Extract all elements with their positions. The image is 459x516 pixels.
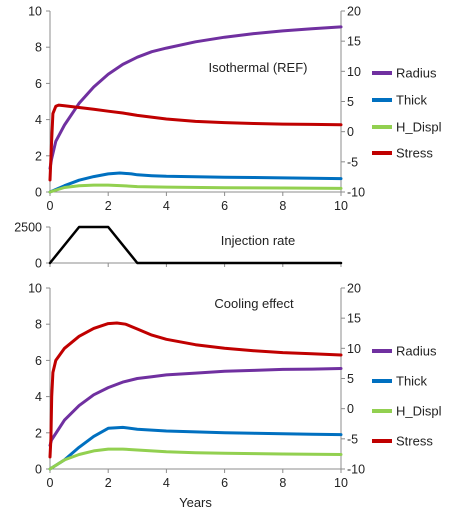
series-line-line — [48, 225, 343, 265]
series-stress-line — [48, 103, 343, 182]
legend: Radius Thick H_Displ Stress — [372, 66, 442, 161]
legend-label: Stress — [396, 146, 433, 161]
x-tick-label: 10 — [334, 476, 348, 490]
series-h-displ-line — [48, 183, 343, 194]
x-tick-label: 4 — [163, 199, 170, 213]
legend-label: H_Displ — [396, 120, 442, 135]
legend-label: Radius — [396, 344, 437, 359]
x-tick-label: 0 — [47, 476, 54, 490]
y-tick-label-right: 20 — [347, 5, 361, 19]
legend: Radius Thick H_Displ Stress — [372, 344, 442, 449]
legend-label: Radius — [396, 66, 437, 81]
legend-label: Stress — [396, 434, 433, 449]
y-tick-label-left: 4 — [35, 113, 42, 127]
y-tick-label-left: 0 — [35, 463, 42, 477]
y-tick-label-right: -10 — [347, 186, 365, 200]
y-tick-label-left: 10 — [28, 5, 42, 19]
y-tick-label-left: 10 — [28, 282, 42, 296]
series-radius-line — [48, 367, 343, 447]
x-tick-label: 8 — [279, 476, 286, 490]
y-tick-label-right: -5 — [347, 155, 358, 169]
panel-annotation: Isothermal (REF) — [209, 60, 308, 75]
y-tick-label-left: 0 — [35, 186, 42, 200]
y-tick-label-left: 2 — [35, 426, 42, 440]
y-tick-label-left: 8 — [35, 41, 42, 55]
x-tick-label: 4 — [163, 476, 170, 490]
x-tick-label: 10 — [334, 199, 348, 213]
series-thick-line — [48, 425, 343, 471]
legend-label: Thick — [396, 93, 428, 108]
y-tick-label-left: 0 — [35, 257, 42, 271]
panel-annotation: Cooling effect — [214, 296, 294, 311]
y-tick-label-right: 15 — [347, 35, 361, 49]
x-axis-title: Years — [179, 495, 212, 510]
y-tick-label-right: 20 — [347, 282, 361, 296]
y-tick-label-left: 4 — [35, 390, 42, 404]
series-stress-line — [48, 321, 343, 459]
y-tick-label-right: 10 — [347, 342, 361, 356]
y-tick-label-left: 6 — [35, 354, 42, 368]
x-tick-label: 6 — [221, 199, 228, 213]
panel-annotation: Injection rate — [221, 233, 295, 248]
y-tick-label-right: 10 — [347, 65, 361, 79]
series-h-displ-line — [48, 447, 343, 471]
x-tick-label: 2 — [105, 476, 112, 490]
legend-label: H_Displ — [396, 404, 442, 419]
y-tick-label-left: 2500 — [14, 221, 42, 235]
y-tick-label-right: 0 — [347, 125, 354, 139]
series-thick-line — [48, 171, 343, 194]
y-tick-label-right: 5 — [347, 372, 354, 386]
y-tick-label-right: 15 — [347, 312, 361, 326]
y-tick-label-right: -5 — [347, 432, 358, 446]
legend-label: Thick — [396, 374, 428, 389]
x-tick-label: 8 — [279, 199, 286, 213]
y-tick-label-left: 2 — [35, 149, 42, 163]
series-radius-line — [48, 25, 343, 170]
x-tick-label: 0 — [47, 199, 54, 213]
y-tick-label-right: 5 — [347, 95, 354, 109]
y-tick-label-right: 0 — [347, 402, 354, 416]
chart-panel-2: 0 2500 Injection rate — [14, 221, 343, 271]
x-tick-label: 6 — [221, 476, 228, 490]
y-tick-label-left: 6 — [35, 77, 42, 91]
x-tick-label: 2 — [105, 199, 112, 213]
y-tick-label-left: 8 — [35, 318, 42, 332]
y-tick-label-right: -10 — [347, 463, 365, 477]
